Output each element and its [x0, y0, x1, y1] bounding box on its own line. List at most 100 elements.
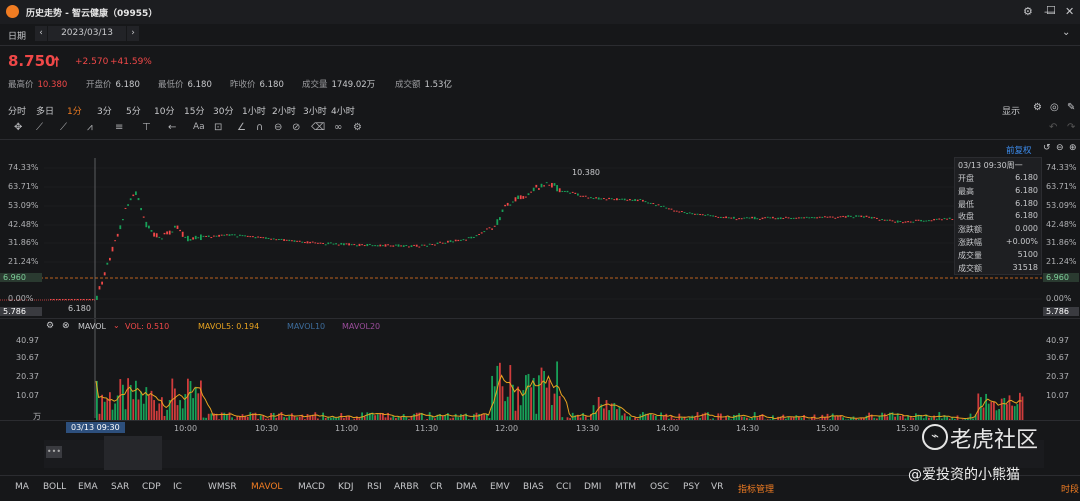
tab-2[interactable]: 1分 — [67, 107, 82, 117]
navigator-window[interactable] — [104, 436, 162, 470]
indicator-21[interactable]: VR — [711, 482, 724, 492]
indicator-14[interactable]: EMV — [490, 482, 510, 492]
trash-icon[interactable]: ⌫ — [311, 122, 326, 133]
volume-bar — [824, 417, 826, 420]
level-tool-icon[interactable]: ⊤ — [142, 122, 151, 133]
candle — [545, 182, 548, 184]
maximize-button[interactable]: ☐ — [1046, 4, 1056, 17]
next-date-button[interactable]: › — [127, 26, 139, 41]
tooltip-row: 成交额 31518 — [958, 263, 1038, 274]
candle — [205, 235, 207, 237]
link-icon[interactable]: ∞ — [334, 122, 343, 133]
reset-icon[interactable]: ↺ — [1043, 143, 1051, 153]
tab-11[interactable]: 4小时 — [331, 107, 355, 117]
pencil-icon[interactable]: ✎ — [1067, 102, 1076, 113]
tab-0[interactable]: 分时 — [8, 107, 27, 117]
volume-bar — [488, 418, 491, 420]
indicator-2[interactable]: EMA — [78, 482, 98, 492]
indicator-3[interactable]: SAR — [111, 482, 130, 492]
indicator-10[interactable]: RSI — [367, 482, 382, 492]
zoom-in-icon[interactable]: ⊕ — [1069, 143, 1077, 153]
volume-bar — [790, 417, 792, 420]
volume-bar — [119, 379, 122, 420]
zoom-out-icon[interactable]: ⊖ — [1056, 143, 1064, 153]
tab-3[interactable]: 3分 — [97, 107, 112, 117]
volume-bar — [831, 413, 834, 420]
volume-bar — [413, 413, 415, 420]
redo-icon[interactable]: ↷ — [1067, 122, 1076, 133]
tab-8[interactable]: 1小时 — [242, 107, 266, 117]
eye-icon[interactable]: ⊘ — [292, 122, 301, 133]
price-tick-right: 53.09% — [1046, 201, 1077, 210]
channel-tool-icon[interactable]: ≡ — [115, 122, 124, 133]
volume-bar — [792, 417, 795, 420]
lock-icon[interactable]: ⊖ — [274, 122, 283, 133]
adjust-mode-button[interactable]: 前复权 — [1006, 146, 1032, 156]
price-tick-left: 21.24% — [8, 257, 39, 266]
navigator-handle[interactable]: ••• — [46, 446, 62, 458]
tab-6[interactable]: 15分 — [184, 107, 205, 117]
measure-tool-icon[interactable]: ⊡ — [214, 122, 223, 133]
time-tick: 15:00 — [816, 424, 840, 433]
quote-stat-label: 最高价 — [8, 80, 34, 90]
tab-10[interactable]: 3小时 — [303, 107, 327, 117]
candle — [863, 216, 865, 218]
gear-icon[interactable]: ⚙ — [1033, 102, 1042, 113]
session-button[interactable]: 时段 — [1061, 485, 1080, 495]
quote-stat-value: 1.53亿 — [424, 80, 452, 90]
toolbar-settings-icon[interactable]: ⚙ — [353, 122, 362, 133]
volume-bar — [1019, 392, 1021, 420]
indicator-0[interactable]: MA — [15, 482, 29, 492]
zigzag-tool-icon[interactable]: ⩘ — [87, 122, 93, 133]
indicator-6[interactable]: WMSR — [208, 482, 237, 492]
magnet-icon[interactable]: ∩ — [256, 122, 264, 133]
indicator-4[interactable]: CDP — [142, 482, 161, 492]
volume-dropdown-icon[interactable]: ⌄ — [113, 321, 120, 330]
volume-close-icon[interactable]: ⊗ — [62, 321, 70, 331]
indicator-13[interactable]: DMA — [456, 482, 477, 492]
navigator-track[interactable] — [44, 440, 1044, 468]
volume-bar — [179, 400, 181, 420]
indicator-1[interactable]: BOLL — [43, 482, 67, 492]
candle — [68, 299, 70, 300]
line-tool-icon[interactable]: ⟋ — [36, 122, 43, 133]
camera-icon[interactable]: ◎ — [1050, 102, 1059, 113]
indicator-8[interactable]: MACD — [298, 482, 325, 492]
tab-4[interactable]: 5分 — [126, 107, 141, 117]
indicator-22[interactable]: 指标管理 — [738, 485, 775, 495]
arrow-tool-icon[interactable]: ← — [168, 122, 177, 133]
indicator-5[interactable]: IC — [173, 482, 182, 492]
indicator-19[interactable]: OSC — [650, 482, 670, 492]
undo-icon[interactable]: ↶ — [1049, 122, 1058, 133]
volume-settings-icon[interactable]: ⚙ — [46, 321, 55, 331]
indicator-20[interactable]: PSY — [683, 482, 700, 492]
tab-7[interactable]: 30分 — [213, 107, 234, 117]
tab-1[interactable]: 多日 — [36, 107, 55, 117]
minimize-button[interactable]: — — [1044, 5, 1055, 18]
indicator-17[interactable]: DMI — [584, 482, 602, 492]
indicator-16[interactable]: CCI — [556, 482, 572, 492]
close-button[interactable]: ✕ — [1065, 5, 1075, 18]
indicator-18[interactable]: MTM — [615, 482, 637, 492]
indicator-9[interactable]: KDJ — [338, 482, 354, 492]
display-button[interactable]: 显示 — [1002, 107, 1021, 117]
indicator-11[interactable]: ARBR — [394, 482, 419, 492]
volume-bar — [395, 418, 397, 420]
price-volume-chart[interactable]: 6.180 10.380 — [0, 150, 1080, 480]
settings-icon[interactable]: ⚙ — [1023, 5, 1033, 18]
volume-bar — [857, 419, 860, 420]
volume-bar — [941, 418, 943, 420]
prev-date-button[interactable]: ‹ — [35, 26, 47, 41]
indicator-7[interactable]: MAVOL — [251, 482, 283, 492]
candle — [330, 242, 332, 244]
date-picker[interactable]: 2023/03/13 — [48, 26, 126, 41]
brush-tool-icon[interactable]: ∠ — [237, 122, 246, 133]
tab-9[interactable]: 2小时 — [272, 107, 296, 117]
text-tool-icon[interactable]: Aa — [193, 122, 205, 132]
indicator-15[interactable]: BIAS — [523, 482, 544, 492]
tab-5[interactable]: 10分 — [154, 107, 175, 117]
chevron-down-icon[interactable]: ⌄ — [1062, 27, 1071, 38]
move-tool-icon[interactable]: ✥ — [14, 122, 23, 133]
ray-tool-icon[interactable]: ⟋ — [60, 122, 67, 133]
indicator-12[interactable]: CR — [430, 482, 443, 492]
